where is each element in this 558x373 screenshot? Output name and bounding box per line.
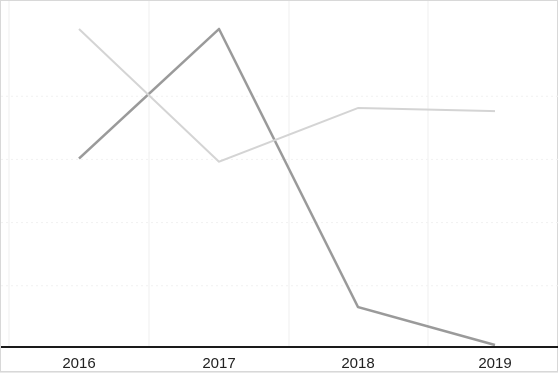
x-tick-label-2017: 2017 [202, 355, 235, 372]
x-tick-label-2016: 2016 [62, 355, 95, 372]
x-tick-label-2018: 2018 [341, 355, 374, 372]
x-tick-label-2019: 2019 [478, 355, 511, 372]
series-line-1 [79, 29, 495, 345]
series-line-2 [79, 29, 495, 162]
grid-lines [1, 1, 558, 347]
x-tick-labels: 2016 2017 2018 2019 [62, 355, 511, 372]
series-lines [79, 29, 495, 345]
